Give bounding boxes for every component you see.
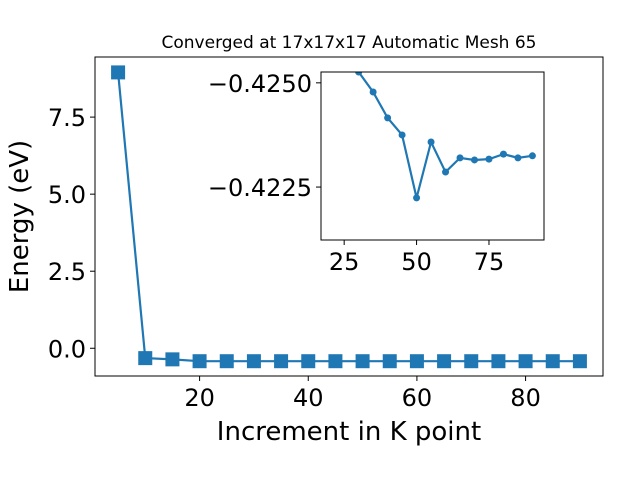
x-tick-label: 80 [510,384,541,412]
marker [165,352,180,367]
marker [369,88,377,96]
marker [384,114,392,122]
marker [491,354,506,369]
marker [138,351,153,366]
axes-frame [320,71,545,241]
y-tick-label: 0.0 [48,335,86,363]
marker [514,154,522,162]
marker [398,131,406,139]
axes-frame [94,56,604,377]
marker [219,354,234,369]
x-tick-label: 50 [401,248,432,276]
x-tick-label: 60 [402,384,433,412]
marker [413,194,421,202]
y-axis-label: Energy (eV) [5,140,35,293]
series-group [355,72,536,202]
y-tick-label: −0.4250 [208,70,312,98]
marker [518,354,533,369]
y-tick-label: 2.5 [48,258,86,286]
marker [437,354,452,369]
series-group [111,65,587,369]
x-tick-label: 20 [184,384,215,412]
x-tick-label: 75 [474,248,505,276]
marker [192,354,207,369]
y-tick-label: −0.4225 [208,174,312,202]
marker [301,354,316,369]
chart-title: Converged at 17x17x17 Automatic Mesh 65 [162,33,537,53]
marker [355,72,363,76]
marker [456,154,464,162]
marker [274,354,289,369]
marker [111,65,126,80]
marker [545,354,560,369]
marker [442,168,450,176]
marker [464,354,479,369]
x-axis-label: Increment in K point [217,417,481,447]
marker [470,156,478,164]
x-tick-label: 40 [293,384,324,412]
marker [427,138,435,146]
marker [355,354,370,369]
marker [409,354,424,369]
marker [382,354,397,369]
y-tick-label: 7.5 [48,104,86,132]
y-tick-label: 5.0 [48,181,86,209]
marker [246,354,261,369]
x-tick-label: 25 [329,248,360,276]
marker [572,354,587,369]
marker [485,155,493,163]
marker [528,152,536,160]
marker [328,354,343,369]
marker [499,150,507,158]
